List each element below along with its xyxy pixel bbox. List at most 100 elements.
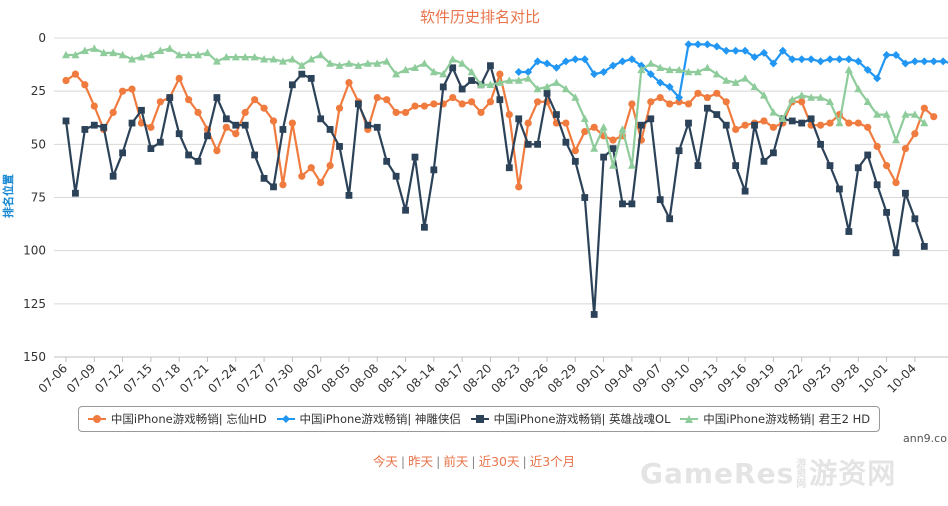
data-point <box>703 93 711 102</box>
y-tick-label: 100 <box>23 244 46 258</box>
data-point <box>288 55 297 63</box>
series-2 <box>62 62 928 318</box>
link-separator: | <box>471 454 476 469</box>
data-point <box>826 162 834 169</box>
data-point <box>496 96 504 104</box>
data-point <box>920 118 929 127</box>
data-point <box>354 100 362 108</box>
data-point <box>864 123 872 131</box>
data-point <box>297 61 306 69</box>
data-point <box>184 50 193 59</box>
data-point <box>109 172 117 180</box>
data-point <box>675 65 684 74</box>
data-point <box>496 70 504 78</box>
link-day-before[interactable]: 前天 <box>443 454 469 469</box>
data-point <box>477 80 486 88</box>
data-point <box>656 63 665 71</box>
data-point <box>863 65 872 74</box>
data-point <box>609 61 618 70</box>
data-point <box>194 50 203 59</box>
y-tick-label: 0 <box>38 31 46 45</box>
data-point <box>156 98 164 106</box>
data-point <box>920 104 928 112</box>
data-point <box>269 55 278 63</box>
link-last-30-days[interactable]: 近30天 <box>478 454 520 469</box>
data-point <box>685 119 692 127</box>
data-point <box>260 55 269 63</box>
data-point <box>713 89 721 97</box>
data-point <box>817 140 824 148</box>
data-point <box>100 123 108 131</box>
data-point <box>222 123 230 131</box>
data-point <box>421 223 428 231</box>
data-point <box>599 123 608 131</box>
data-point <box>354 61 363 69</box>
data-point <box>911 130 919 138</box>
link-last-3-months[interactable]: 近3个月 <box>529 454 576 469</box>
legend-item-yingxiong[interactable]: 中国iPhone游戏畅销| 英雄战魂OL <box>470 411 670 427</box>
data-point <box>401 108 410 117</box>
legend-item-wangxian[interactable]: 中国iPhone游戏畅销| 忘仙HD <box>87 411 267 427</box>
x-tick-label: 09-01 <box>573 361 608 396</box>
data-point <box>203 48 212 57</box>
credit-text: ann9.com <box>903 432 948 445</box>
x-tick-label: 07-12 <box>92 361 127 396</box>
x-axis-ticks: 07-0607-0907-1207-1507-1807-2107-2407-27… <box>36 357 919 396</box>
data-point <box>175 50 184 59</box>
data-point <box>552 78 561 86</box>
link-today[interactable]: 今天 <box>372 454 398 469</box>
data-point <box>732 162 740 169</box>
data-point <box>514 68 523 77</box>
data-point <box>627 161 636 169</box>
data-point <box>911 215 919 223</box>
data-point <box>826 119 834 127</box>
x-tick-label: 08-08 <box>347 361 382 396</box>
data-point <box>788 55 797 64</box>
data-point <box>524 119 532 127</box>
data-point <box>335 104 344 112</box>
data-point <box>892 135 901 144</box>
data-point <box>741 74 750 82</box>
data-point <box>90 102 98 110</box>
watermark-brand-cn: 游资网 <box>809 457 897 490</box>
data-point <box>62 76 70 85</box>
data-point <box>317 115 325 123</box>
legend-item-shendiao[interactable]: 中国iPhone游戏畅销| 神雕侠侣 <box>276 411 461 427</box>
x-tick-label: 07-06 <box>36 361 71 396</box>
data-point <box>543 89 551 97</box>
data-point <box>128 55 137 63</box>
data-point <box>213 94 221 101</box>
data-point <box>816 93 825 101</box>
data-point <box>241 52 250 61</box>
data-point <box>260 174 268 182</box>
data-point <box>363 59 372 67</box>
data-point <box>392 172 400 180</box>
data-point <box>590 123 598 131</box>
data-point <box>722 46 731 55</box>
legend-label: 中国iPhone游戏畅销| 神雕侠侣 <box>299 412 461 426</box>
data-point <box>580 55 589 64</box>
link-yesterday[interactable]: 昨天 <box>408 454 434 469</box>
data-point <box>458 85 466 93</box>
data-point <box>364 121 372 129</box>
data-point <box>693 40 702 49</box>
data-point <box>72 189 79 197</box>
data-point <box>505 110 513 119</box>
x-tick-label: 09-28 <box>828 361 863 396</box>
data-point <box>250 52 259 61</box>
data-point <box>750 53 759 62</box>
data-point <box>175 74 183 83</box>
data-point <box>119 149 126 157</box>
data-point <box>581 194 589 201</box>
x-tick-label: 09-13 <box>686 361 721 396</box>
data-point <box>71 50 80 59</box>
x-tick-label: 08-11 <box>375 361 410 396</box>
data-point <box>807 93 816 101</box>
data-point <box>788 117 796 125</box>
data-point <box>109 108 117 117</box>
data-point <box>741 121 749 129</box>
legend-item-junwang[interactable]: 中国iPhone游戏畅销| 君王2 HD <box>680 411 870 427</box>
data-point <box>326 59 335 67</box>
data-point <box>892 51 901 60</box>
data-point <box>562 119 570 127</box>
